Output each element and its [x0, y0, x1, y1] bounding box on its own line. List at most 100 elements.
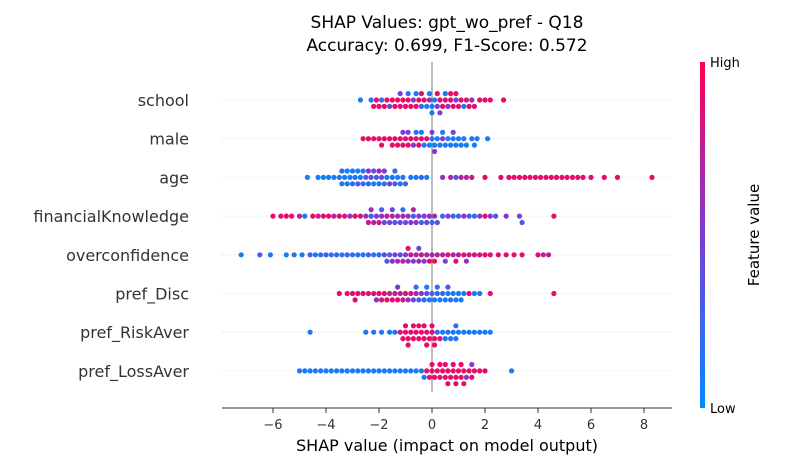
shap-point [384, 97, 390, 103]
shap-point [440, 252, 446, 258]
shap-point [426, 336, 432, 342]
shap-point [453, 374, 459, 380]
shap-point [445, 329, 451, 335]
shap-point [429, 361, 435, 368]
shap-point [402, 219, 409, 226]
shap-point [453, 297, 459, 303]
shap-point [397, 103, 403, 109]
shap-point [299, 252, 305, 258]
shap-point [336, 213, 342, 219]
shap-point [548, 174, 554, 180]
shap-point [458, 97, 464, 103]
shap-point [371, 368, 377, 374]
shap-point [424, 219, 430, 226]
shap-point [331, 213, 337, 219]
shap-point [323, 252, 329, 258]
shap-point [434, 284, 440, 290]
shap-point [395, 213, 401, 219]
shap-point [448, 336, 454, 342]
x-tick-label: 6 [587, 418, 595, 433]
shap-point [453, 91, 459, 97]
shap-point [463, 174, 469, 180]
shap-point [429, 103, 435, 109]
shap-point [551, 290, 557, 297]
feature-label: pref_Disc [115, 285, 189, 305]
shap-point [503, 213, 509, 219]
shap-point [405, 342, 411, 348]
shap-point [402, 252, 409, 258]
x-tick-label: −6 [263, 418, 282, 433]
shap-point [487, 290, 493, 297]
shap-point [371, 181, 377, 187]
shap-point [429, 110, 435, 116]
shap-point [580, 174, 586, 180]
shap-point [392, 368, 398, 374]
shap-point [429, 329, 435, 335]
shap-point [267, 252, 273, 258]
shap-point [559, 174, 565, 180]
shap-point [455, 290, 462, 297]
shap-point [416, 213, 422, 219]
shap-point [408, 174, 414, 180]
shap-point [368, 213, 374, 219]
shap-point [416, 97, 422, 103]
shap-point [516, 213, 523, 219]
shap-point [426, 91, 432, 97]
shap-point [575, 174, 581, 180]
shap-point [387, 103, 393, 109]
shap-point [410, 207, 416, 213]
shap-point [474, 136, 480, 142]
shap-point [318, 368, 324, 374]
shap-point [381, 290, 387, 297]
shap-point [376, 136, 382, 142]
shap-point [448, 97, 454, 103]
shap-point [278, 213, 284, 219]
shap-point [402, 329, 409, 335]
shap-point [400, 336, 406, 342]
shap-point [389, 213, 395, 219]
colorbar-high-label: High [710, 56, 740, 71]
shap-point [384, 258, 390, 264]
shap-point [511, 252, 517, 258]
shap-point [368, 207, 374, 213]
shap-point [402, 136, 409, 142]
shap-point [376, 103, 382, 109]
shap-point [283, 213, 289, 219]
shap-point [296, 368, 303, 374]
chart-title-line2: Accuracy: 0.699, F1-Score: 0.572 [306, 36, 587, 56]
shap-point [538, 174, 544, 180]
shap-point [408, 136, 414, 142]
shap-point [405, 336, 411, 342]
shap-point [487, 252, 493, 258]
shap-point [532, 174, 539, 180]
shap-point [466, 213, 472, 219]
shap-point [421, 142, 427, 148]
shap-point [482, 329, 488, 335]
shap-point [432, 297, 438, 303]
shap-point [413, 136, 419, 142]
shap-point [485, 136, 491, 142]
shap-point [450, 213, 456, 219]
shap-point [365, 168, 371, 174]
shap-point [426, 374, 432, 380]
shap-point [408, 103, 414, 109]
shap-point [360, 368, 366, 374]
shap-point [371, 168, 377, 174]
shap-point [397, 91, 403, 97]
shap-point [477, 252, 483, 258]
shap-point [477, 213, 483, 219]
shap-point [445, 136, 451, 142]
shap-point [352, 213, 358, 219]
shap-point [455, 329, 462, 335]
shap-point [384, 213, 390, 219]
shap-point [437, 361, 443, 368]
shap-point [410, 142, 416, 148]
shap-point [413, 252, 419, 258]
shap-point [352, 174, 358, 180]
shap-point [471, 142, 477, 148]
shap-point [397, 136, 403, 142]
shap-point [440, 368, 446, 374]
shap-point [400, 297, 406, 303]
shap-point [442, 336, 448, 342]
shap-point [418, 91, 424, 97]
